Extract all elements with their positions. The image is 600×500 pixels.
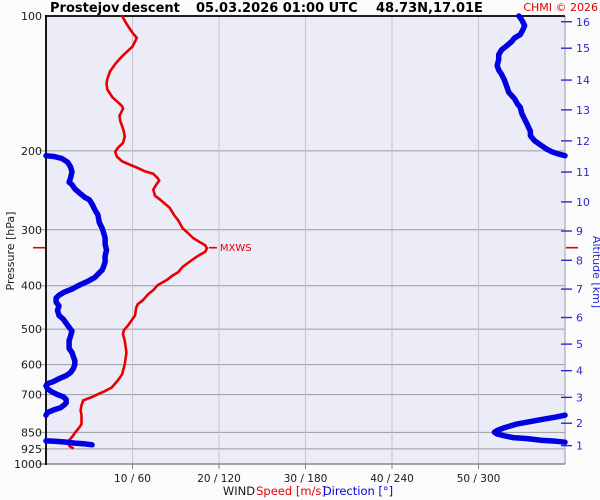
pressure-axis-ticks: 100 200 300 400 500 600 700 850 925 1000	[14, 10, 42, 471]
altitude-tick-label-9: 9	[576, 225, 583, 238]
legend-direction-label: Direction [°]	[323, 484, 393, 498]
pressure-tick-label-1000: 1000	[14, 458, 42, 471]
gridlines	[39, 16, 565, 469]
pressure-tick-label-300: 300	[21, 224, 42, 237]
wind-direction-curve-segment-1	[494, 13, 568, 159]
wind-speed-curve	[67, 14, 209, 450]
altitude-tick-label-7: 7	[576, 283, 583, 296]
altitude-tick-label-8: 8	[576, 254, 583, 267]
wind-tick-label-5: 50 / 300	[457, 473, 501, 485]
chart-title: Prostejov descent 05.03.2026 01:00 UTC 48.7…	[50, 1, 483, 16]
altitude-tick-label-16: 16	[576, 16, 590, 29]
copyright-label: CHMI © 2026	[523, 1, 598, 14]
altitude-tick-label-11: 11	[576, 166, 590, 179]
altitude-tick-label-15: 15	[576, 42, 590, 55]
pressure-tick-label-850: 850	[21, 426, 42, 439]
pressure-tick-label-100: 100	[21, 10, 42, 23]
plot-borders	[39, 15, 566, 465]
title-part-2: descent	[122, 1, 180, 16]
wind-direction-curve-segment-4	[43, 438, 95, 448]
wind-axis-ticks: 10 / 60 20 / 120 30 / 180 40 / 240 50 / 300	[114, 473, 500, 485]
wind-tick-label-1: 10 / 60	[114, 473, 151, 485]
wind-curves	[43, 13, 568, 450]
altitude-tick-label-3: 3	[576, 391, 583, 404]
title-part-1: Prostejov	[50, 1, 120, 16]
pressure-tick-label-500: 500	[21, 323, 42, 336]
altitude-tick-label-13: 13	[576, 104, 590, 117]
title-part-4: 48.73N,17.01E	[376, 1, 483, 16]
mxws-label: MXWS	[220, 243, 252, 254]
wind-tick-label-2: 20 / 120	[197, 473, 241, 485]
altitude-tick-label-1: 1	[576, 440, 583, 453]
wind-direction-curve-segment-2	[43, 152, 110, 418]
altitude-tick-label-4: 4	[576, 365, 583, 378]
title-part-3: 05.03.2026 01:00 UTC	[196, 1, 358, 16]
legend-speed-label: Speed [m/s]	[256, 484, 326, 498]
altitude-axis-title: Altitude [km]	[590, 236, 600, 308]
wind-tick-label-4: 40 / 240	[370, 473, 414, 485]
pressure-tick-label-700: 700	[21, 389, 42, 402]
wind-tick-label-3: 30 / 180	[284, 473, 328, 485]
legend-wind-label: WIND	[223, 484, 255, 498]
pressure-tick-label-600: 600	[21, 359, 42, 372]
pressure-tick-label-925: 925	[21, 443, 42, 456]
altitude-tick-label-6: 6	[576, 312, 583, 325]
altitude-tick-label-14: 14	[576, 74, 590, 87]
altitude-tick-label-12: 12	[576, 135, 590, 148]
altitude-axis-ticks: 16 15 14 13 12 11 10 9 8 7 6 5 4 3 2 1	[561, 16, 590, 453]
pressure-tick-label-200: 200	[21, 145, 42, 158]
wind-direction-curve-segment-3	[491, 412, 568, 445]
altitude-tick-label-2: 2	[576, 417, 583, 430]
max-wind-marker: MXWS	[33, 243, 578, 254]
pressure-axis-title: Pressure [hPa]	[4, 212, 17, 291]
altitude-tick-label-10: 10	[576, 196, 590, 209]
altitude-tick-label-5: 5	[576, 338, 583, 351]
pressure-tick-label-400: 400	[21, 280, 42, 293]
